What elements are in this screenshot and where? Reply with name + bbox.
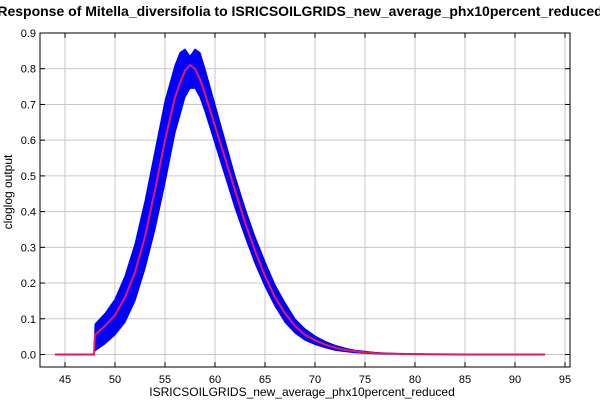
x-tick-label: 95 (559, 374, 571, 386)
x-axis-label: ISRICSOILGRIDS_new_average_phx10percent_… (149, 385, 455, 399)
y-tick-label: 0.4 (21, 207, 36, 219)
y-tick-label: 0.3 (21, 242, 36, 254)
y-tick-label: 0.5 (21, 171, 36, 183)
x-tick-label: 50 (109, 374, 121, 386)
confidence-band (55, 48, 545, 355)
y-tick-label: 0.7 (21, 99, 36, 111)
x-tick-label: 90 (509, 374, 521, 386)
mean-response-line (55, 63, 545, 356)
x-tick-label: 45 (59, 374, 71, 386)
axis-ticks: 45 50 55 60 65 70 75 80 85 90 95 0.0 0.1 0.2 0.3 0.4 0.5… (21, 28, 571, 386)
x-tick-label: 60 (209, 374, 221, 386)
y-tick-label: 0.1 (21, 314, 36, 326)
x-tick-label: 75 (359, 374, 371, 386)
y-tick-label: 0.6 (21, 135, 36, 147)
x-tick-label: 70 (309, 374, 321, 386)
x-tick-label: 80 (409, 374, 421, 386)
plot-frame (39, 32, 571, 368)
y-axis-label: cloglog output (1, 154, 15, 229)
x-tick-label: 85 (459, 374, 471, 386)
x-tick-label: 65 (259, 374, 271, 386)
y-tick-label: 0.8 (21, 64, 36, 76)
y-tick-label: 0.2 (21, 278, 36, 290)
y-tick-label: 0.0 (21, 349, 36, 361)
x-tick-label: 55 (159, 374, 171, 386)
gridlines (40, 32, 570, 367)
y-tick-label: 0.9 (21, 28, 36, 40)
chart-title: Response of Mitella_diversifolia to ISRI… (0, 3, 600, 19)
